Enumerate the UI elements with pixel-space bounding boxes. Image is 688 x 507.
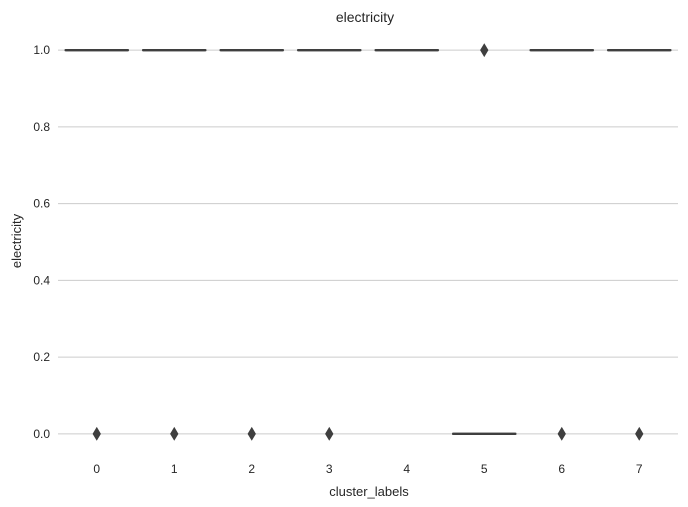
x-tick-label-2: 2 [248,462,255,476]
outlier-3-0 [325,426,334,441]
x-tick-label-5: 5 [481,462,488,476]
box-group-6 [529,48,594,441]
outlier-1-0 [170,426,179,441]
box-group-0 [64,48,129,441]
box-group-3 [297,48,362,441]
x-tick-label-6: 6 [558,462,565,476]
outlier-6-0 [557,426,566,441]
y-tick-label-1: 0.2 [33,350,50,364]
x-tick-label-4: 4 [403,462,410,476]
box-group-5 [452,43,517,436]
x-tick-label-0: 0 [93,462,100,476]
x-tick-label-1: 1 [171,462,178,476]
x-tick-label-7: 7 [636,462,643,476]
outlier-0-0 [92,426,101,441]
x-tick-label-3: 3 [326,462,333,476]
x-axis-label: cluster_labels [329,484,409,499]
y-tick-label-3: 0.6 [33,197,50,211]
outlier-2-0 [247,426,256,441]
y-tick-label-0: 0.0 [33,427,50,441]
box-group-1 [142,48,207,441]
outlier-7-0 [635,426,644,441]
y-axis-ticks: 0.0 0.2 0.4 0.6 0.8 1.0 [33,43,50,441]
y-tick-label-4: 0.8 [33,120,50,134]
chart-title: electricity [336,9,394,25]
box-group-7 [607,48,672,441]
y-tick-label-2: 0.4 [33,273,50,287]
outlier-5-0 [480,43,489,58]
box-series [64,43,672,441]
y-tick-label-5: 1.0 [33,43,50,57]
y-axis-label: electricity [9,213,24,268]
x-axis-ticks: 0 1 2 3 4 5 6 7 [93,462,643,476]
box-group-2 [219,48,284,441]
